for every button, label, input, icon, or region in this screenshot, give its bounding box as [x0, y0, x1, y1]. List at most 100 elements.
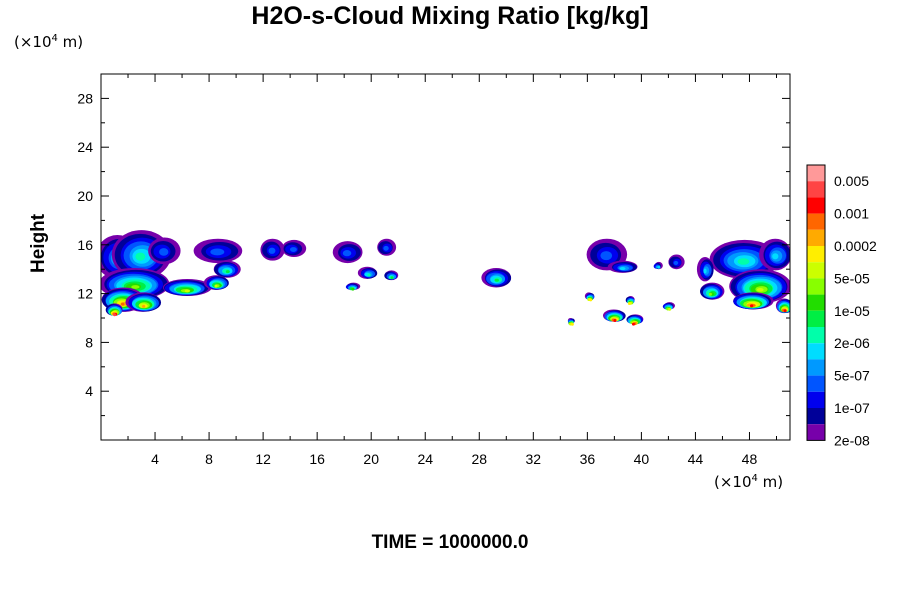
colorbar-swatch	[807, 294, 825, 311]
cloud-contour	[703, 268, 707, 274]
cloud-blob	[357, 266, 378, 279]
x-tick-label: 44	[688, 451, 704, 467]
cloud-contour	[737, 258, 750, 265]
cloud-contour	[113, 313, 117, 317]
x-tick-label: 12	[255, 451, 271, 467]
y-tick-label: 28	[77, 90, 93, 106]
cloud-contour	[619, 267, 626, 271]
cloud-contour	[159, 248, 169, 256]
colorbar-swatch	[807, 424, 825, 441]
colorbar-label: 0.0002	[834, 238, 877, 254]
cloud-contour	[783, 309, 787, 313]
x-tick-label: 40	[634, 451, 650, 467]
colorbar-swatch	[807, 278, 825, 295]
colorbar-label: 1e-07	[834, 400, 870, 416]
cloud-contour	[342, 250, 352, 257]
cloud-contour	[184, 289, 190, 293]
y-tick-label: 24	[77, 139, 93, 155]
x-tick-label: 32	[526, 451, 542, 467]
cloud-blob	[567, 318, 575, 326]
colorbar-swatch	[807, 375, 825, 392]
colorbar-label: 1e-05	[834, 303, 870, 319]
cloud-contour	[120, 302, 125, 306]
cloud-blob	[162, 278, 212, 297]
cloud-blob	[332, 241, 363, 264]
cloud-blob	[625, 296, 635, 306]
cloud-contour	[657, 265, 661, 269]
cloud-contour	[131, 285, 140, 289]
cloud-contour	[668, 307, 672, 311]
cloud-contour	[589, 298, 593, 302]
cloud-contour	[627, 302, 631, 306]
cloud-blob	[193, 238, 243, 264]
y-tick-label: 20	[77, 188, 93, 204]
cloud-blob	[377, 238, 397, 256]
cloud-blob	[584, 292, 595, 302]
colorbar-swatch	[807, 181, 825, 198]
cloud-blob	[668, 254, 685, 270]
y-tick-label: 8	[85, 334, 93, 350]
x-tick-label: 8	[205, 451, 213, 467]
cloud-contour	[367, 273, 371, 277]
cloud-blob	[125, 292, 162, 312]
cloud-contour	[390, 276, 394, 280]
cloud-blob	[775, 298, 790, 314]
colorbar-swatch	[807, 343, 825, 360]
x-tick-label: 24	[417, 451, 433, 467]
colorbar-swatch	[807, 310, 825, 327]
cloud-contour	[494, 278, 500, 282]
colorbar-swatch	[807, 327, 825, 344]
y-tick-label: 4	[85, 383, 93, 399]
cloud-contour	[383, 245, 389, 251]
colorbar-frame	[806, 164, 826, 441]
colorbar-label: 2e-08	[834, 432, 870, 448]
x-tick-label: 4	[151, 451, 159, 467]
cloud-contour	[142, 304, 146, 308]
cloud-blob	[653, 261, 663, 270]
colorbar-swatch	[807, 197, 825, 214]
cloud-contour	[135, 252, 146, 261]
colorbar-label: 5e-05	[834, 270, 870, 286]
colorbar-swatch	[807, 408, 825, 425]
cloud-contour	[600, 251, 613, 261]
cloud-contour	[289, 247, 297, 252]
cloud-blob	[213, 260, 241, 278]
cloud-contour	[351, 287, 355, 291]
cloud-blob	[260, 238, 285, 261]
colorbar-swatch	[807, 359, 825, 376]
colorbar-swatch	[807, 213, 825, 230]
x-tick-label: 20	[363, 451, 379, 467]
time-label: TIME = 1000000.0	[371, 532, 529, 553]
colorbar-swatch	[807, 165, 825, 182]
plot-frame	[100, 73, 791, 441]
cloud-contour	[756, 287, 764, 292]
y-tick-label: 16	[77, 237, 93, 253]
x-tick-label: 28	[471, 451, 487, 467]
cloud-blob	[729, 269, 790, 304]
cloud-blob	[759, 238, 790, 271]
cloud-contour	[570, 322, 574, 326]
x-tick-label: 48	[742, 451, 758, 467]
colorbar-swatch	[807, 262, 825, 279]
cloud-contour	[708, 292, 712, 296]
cloud-blob	[203, 275, 229, 290]
cloud-blob	[607, 260, 638, 273]
colorbar-swatch	[807, 246, 825, 263]
cloud-blob	[626, 314, 644, 326]
cloud-blob	[384, 270, 399, 281]
cloud-blob	[700, 282, 725, 300]
x-unit-label: (×104 m)	[714, 473, 784, 491]
cloud-contour	[214, 284, 218, 288]
y-tick-label: 12	[77, 286, 93, 302]
cloud-blob	[696, 257, 714, 282]
cloud-contour	[772, 253, 779, 260]
cloud-blob	[662, 302, 676, 311]
x-tick-label: 36	[580, 451, 596, 467]
cloud-contour	[613, 318, 617, 322]
cloud-contour	[225, 270, 230, 274]
cloud-contour	[631, 322, 635, 326]
colorbar-label: 2e-06	[834, 335, 870, 351]
cloud-contour	[749, 304, 754, 308]
